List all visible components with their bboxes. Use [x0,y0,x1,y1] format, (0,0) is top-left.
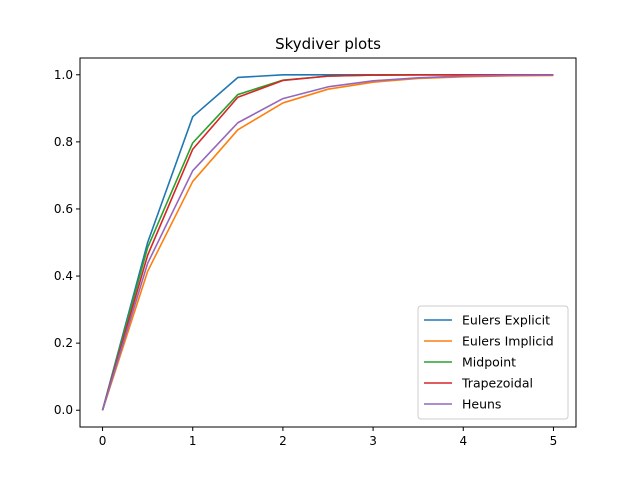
x-tick-label: 2 [279,434,287,448]
y-tick-label: 0.6 [54,202,73,216]
axes-frame [79,57,577,428]
legend-entry: Heuns [462,397,501,412]
legend-box [417,305,569,420]
legend-entry: Eulers Implicid [462,334,554,349]
y-tick-label: 0.0 [54,403,73,417]
legend-entry: Trapezoidal [461,376,533,391]
x-tick-label: 4 [459,434,467,448]
x-tick-label: 1 [189,434,197,448]
x-tick-label: 3 [369,434,377,448]
y-tick-label: 0.2 [54,336,73,350]
legend-entry: Midpoint [462,355,516,370]
chart-title: Skydiver plots [275,35,381,53]
series-line-trapezoidal [101,73,554,411]
series-line-heuns [101,74,554,411]
y-tick-label: 1.0 [54,68,73,82]
y-tick-label: 0.4 [54,269,73,283]
plot-area [101,73,554,411]
y-tick-label: 0.8 [54,135,73,149]
x-tick-label: 0 [99,434,107,448]
axis-ticks: 0 1 2 3 4 5 0.0 0.2 0.4 0.6 0.8 1.0 [54,68,557,448]
legend: Eulers Explicit Eulers Implicid Midpoint Tr… [417,305,569,420]
x-tick-label: 5 [550,434,558,448]
legend-entry: Eulers Explicit [462,313,550,328]
